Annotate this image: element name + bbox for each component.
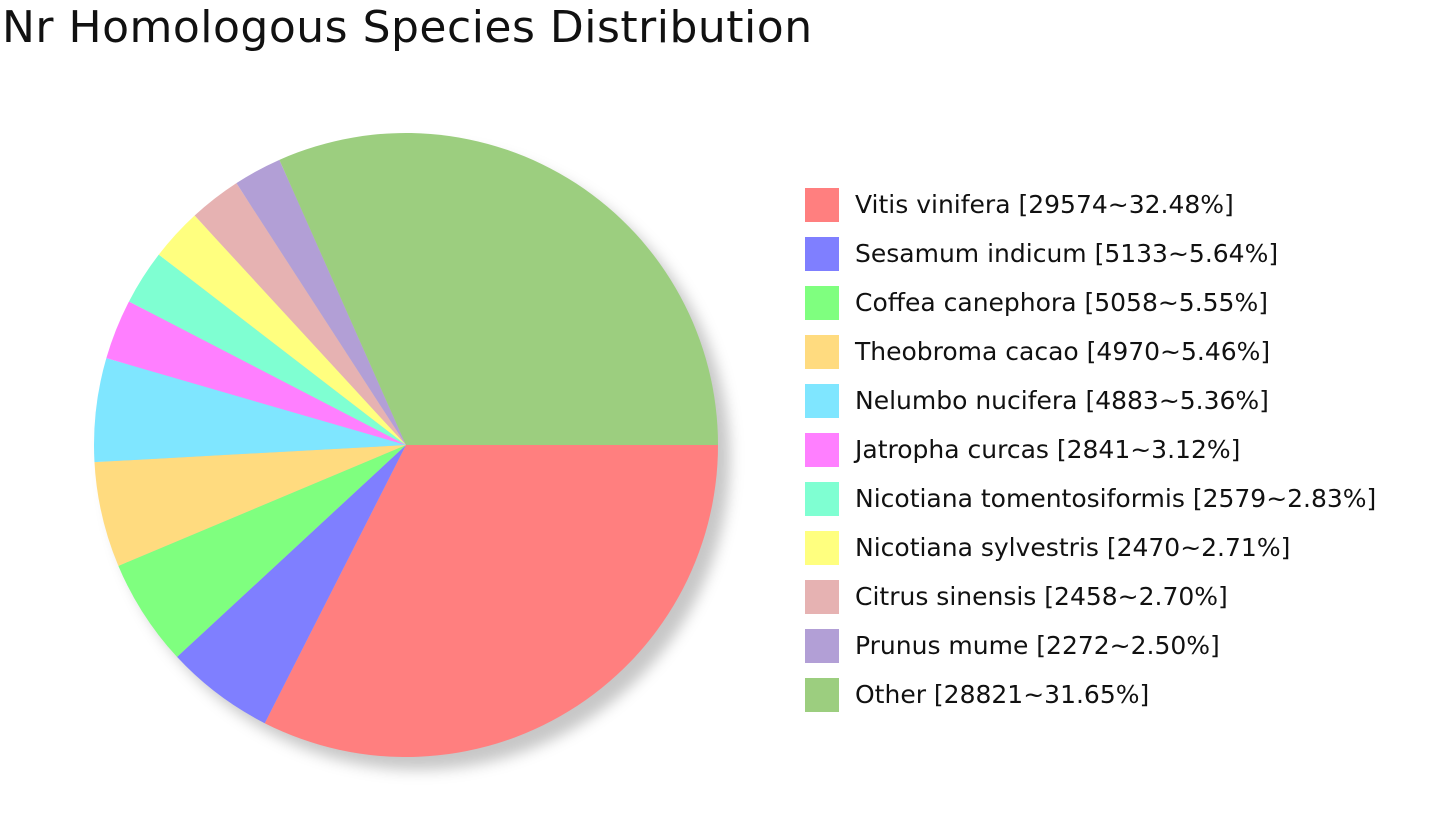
legend: Vitis vinifera [29574~32.48%] Sesamum ind… <box>805 180 1376 719</box>
legend-item: Jatropha curcas [2841~3.12%] <box>805 425 1376 474</box>
legend-item: Nicotiana sylvestris [2470~2.71%] <box>805 523 1376 572</box>
pie-slice-vitis-vinifera <box>264 445 719 758</box>
chart-title: Nr Homologous Species Distribution <box>2 2 813 53</box>
legend-swatch <box>805 236 839 271</box>
legend-label: Citrus sinensis [2458~2.70%] <box>855 582 1228 611</box>
legend-swatch <box>805 285 839 320</box>
legend-swatch <box>805 187 839 222</box>
pie-slice-theobroma-cacao <box>94 445 406 566</box>
pie-slice-prunus-mume <box>236 159 406 445</box>
legend-label: Other [28821~31.65%] <box>855 680 1150 709</box>
legend-label: Sesamum indicum [5133~5.64%] <box>855 239 1279 268</box>
legend-swatch <box>805 334 839 369</box>
pie-slice-nelumbo-nucifera <box>94 358 406 463</box>
legend-label: Jatropha curcas [2841~3.12%] <box>855 435 1241 464</box>
pie-slice-sesamum-indicum <box>177 445 406 724</box>
legend-item: Nelumbo nucifera [4883~5.36%] <box>805 376 1376 425</box>
legend-item: Theobroma cacao [4970~5.46%] <box>805 327 1376 376</box>
pie-slice-citrus-sinensis <box>194 183 406 446</box>
pie-slices <box>94 133 719 758</box>
legend-item: Coffea canephora [5058~5.55%] <box>805 278 1376 327</box>
legend-item: Vitis vinifera [29574~32.48%] <box>805 180 1376 229</box>
legend-label: Nicotiana sylvestris [2470~2.71%] <box>855 533 1291 562</box>
pie-slice-nicotiana-sylvestris <box>158 215 406 445</box>
legend-swatch <box>805 383 839 418</box>
legend-item: Other [28821~31.65%] <box>805 670 1376 719</box>
legend-label: Coffea canephora [5058~5.55%] <box>855 288 1268 317</box>
legend-swatch <box>805 481 839 516</box>
legend-item: Citrus sinensis [2458~2.70%] <box>805 572 1376 621</box>
pie-slice-other <box>279 133 719 445</box>
legend-label: Nicotiana tomentosiformis [2579~2.83%] <box>855 484 1377 513</box>
legend-swatch <box>805 628 839 663</box>
legend-swatch <box>805 677 839 712</box>
legend-swatch <box>805 530 839 565</box>
pie-slice-nicotiana-tomentosiformis <box>128 254 407 445</box>
legend-item: Sesamum indicum [5133~5.64%] <box>805 229 1376 278</box>
legend-swatch <box>805 579 839 614</box>
pie-slice-coffea-canephora <box>118 445 407 657</box>
legend-label: Theobroma cacao [4970~5.46%] <box>855 337 1271 366</box>
pie-slice-jatropha-curcas <box>106 301 406 445</box>
legend-item: Nicotiana tomentosiformis [2579~2.83%] <box>805 474 1376 523</box>
legend-label: Nelumbo nucifera [4883~5.36%] <box>855 386 1269 415</box>
legend-label: Prunus mume [2272~2.50%] <box>855 631 1220 660</box>
legend-label: Vitis vinifera [29574~32.48%] <box>855 190 1234 219</box>
legend-swatch <box>805 432 839 467</box>
legend-item: Prunus mume [2272~2.50%] <box>805 621 1376 670</box>
